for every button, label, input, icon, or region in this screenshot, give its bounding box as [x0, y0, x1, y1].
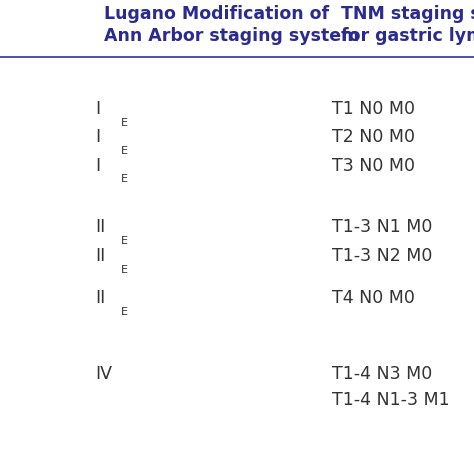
Text: Lugano Modification of
Ann Arbor staging system: Lugano Modification of Ann Arbor staging… [104, 5, 360, 45]
Text: I: I [95, 156, 100, 174]
Text: I: I [95, 128, 100, 146]
Text: T3 N0 M0: T3 N0 M0 [332, 156, 415, 174]
Text: T1-4 N3 M0: T1-4 N3 M0 [332, 365, 432, 383]
Text: II: II [95, 289, 105, 307]
Text: E: E [121, 307, 128, 317]
Text: II: II [95, 218, 105, 236]
Text: T1-3 N2 M0: T1-3 N2 M0 [332, 246, 432, 264]
Text: II: II [95, 246, 105, 264]
Text: I: I [95, 100, 100, 118]
Text: E: E [121, 174, 128, 184]
Text: E: E [121, 264, 128, 274]
Text: T1-3 N1 M0: T1-3 N1 M0 [332, 218, 432, 236]
Text: TNM staging system adapted
for gastric lymphoma: TNM staging system adapted for gastric l… [341, 5, 474, 45]
Text: E: E [121, 118, 128, 128]
Text: IV: IV [95, 365, 112, 383]
Text: T1-4 N1-3 M1: T1-4 N1-3 M1 [332, 391, 449, 409]
Text: E: E [121, 236, 128, 246]
Text: T1 N0 M0: T1 N0 M0 [332, 100, 415, 118]
Text: T2 N0 M0: T2 N0 M0 [332, 128, 415, 146]
Text: T4 N0 M0: T4 N0 M0 [332, 289, 415, 307]
Text: E: E [121, 146, 128, 156]
